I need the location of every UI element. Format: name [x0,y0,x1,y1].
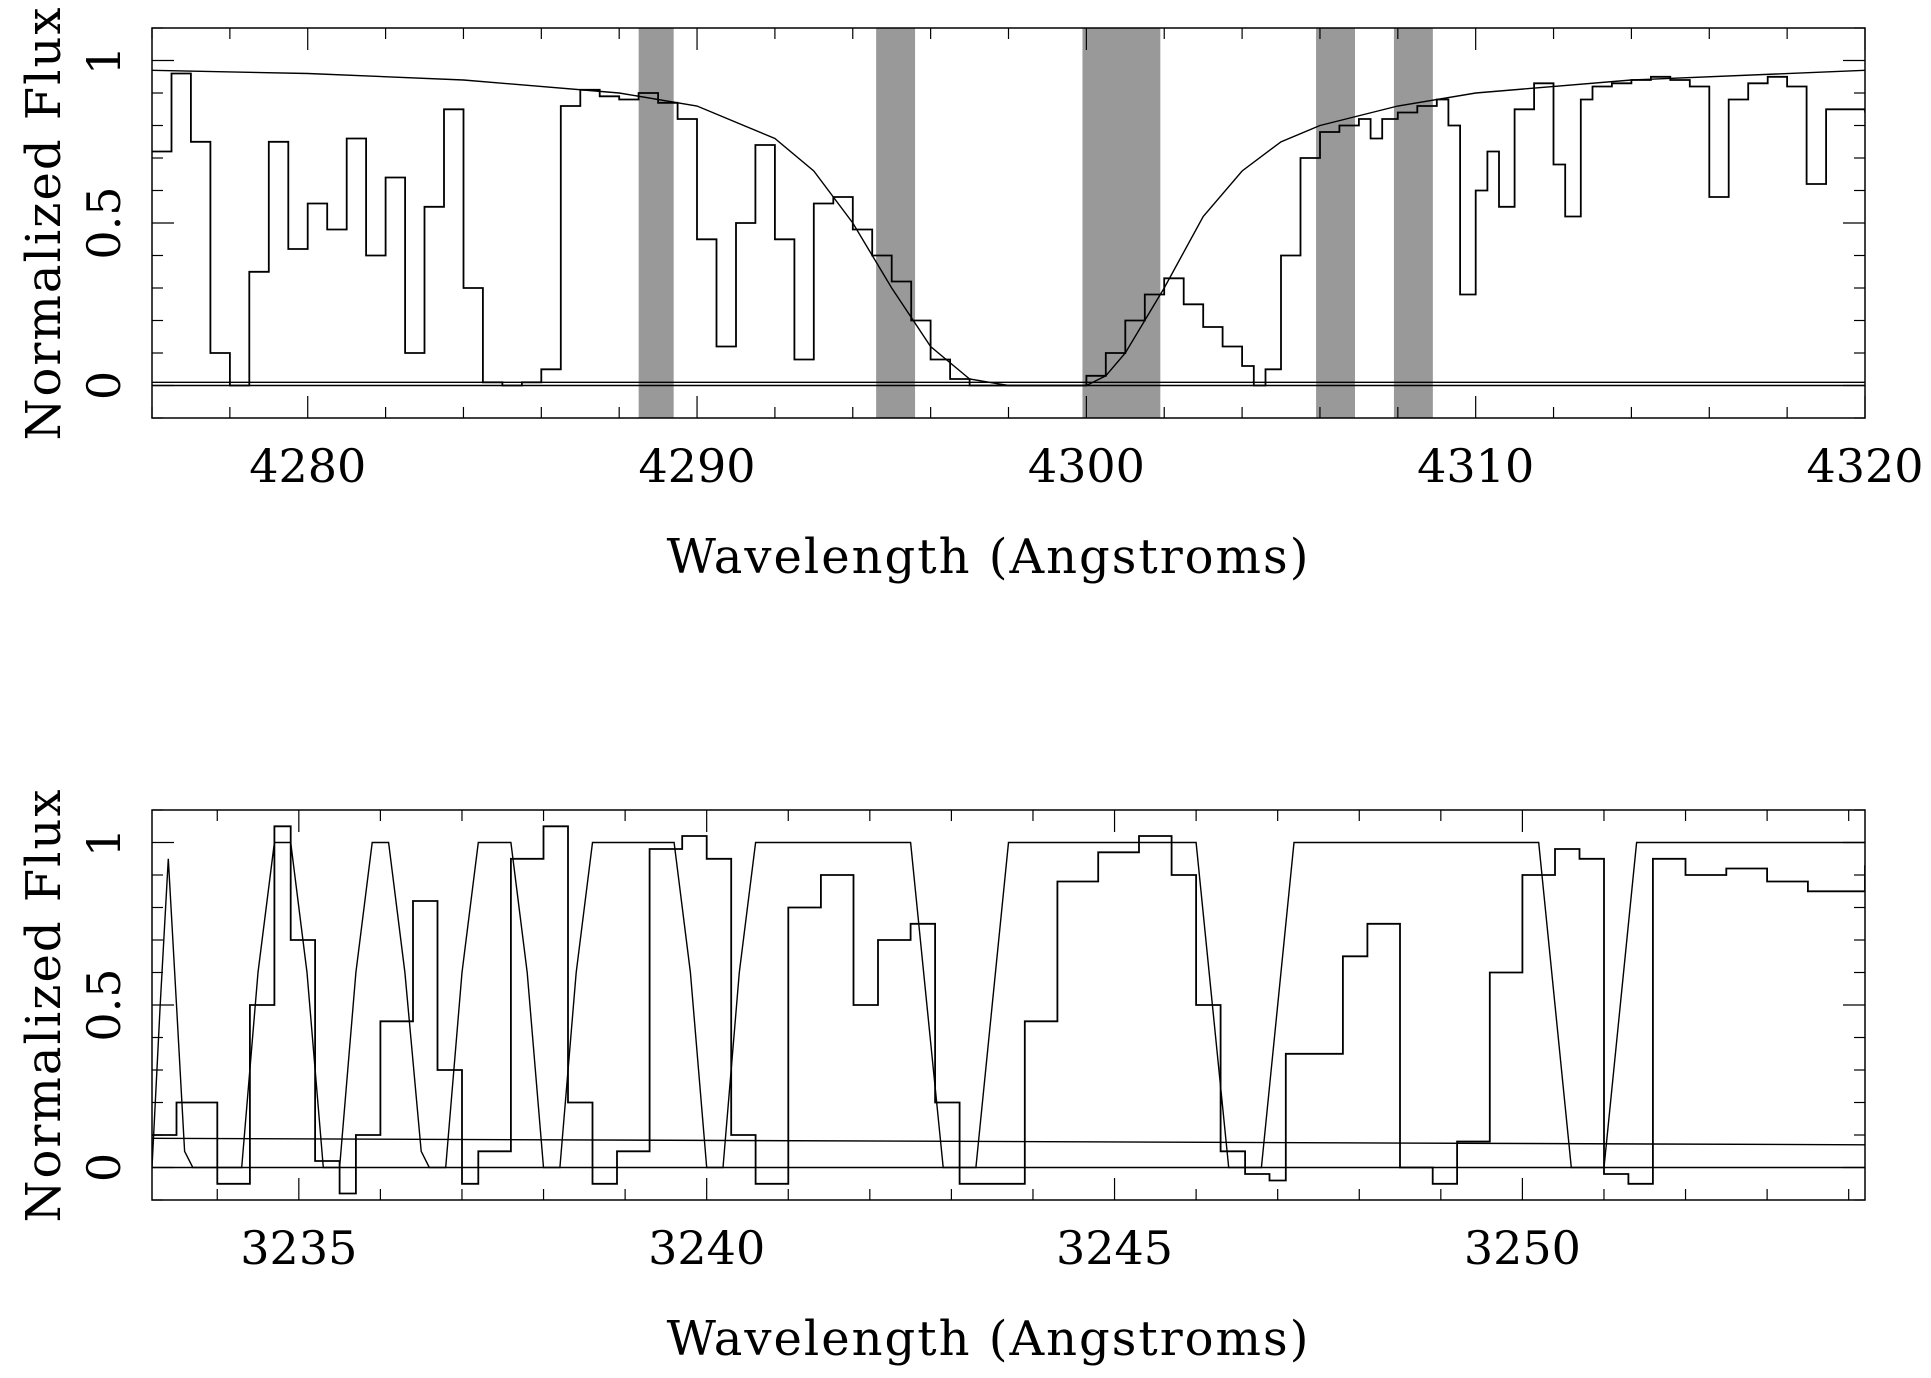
x-tick-label: 4320 [1806,439,1923,493]
series-observed-spectrum [152,825,1865,1195]
series-model-fit [152,69,1865,387]
y-axis-title: Normalized Flux [16,6,72,441]
y-tick-label: 0 [77,371,131,400]
x-tick-label: 4310 [1417,439,1534,493]
x-tick-label: 3245 [1056,1221,1173,1275]
shaded-region-0 [638,28,674,418]
top-spectrum-panel: 4280 4290 4300 4310 4320 0 0.5 1 Wavelength (Ang… [16,6,1924,586]
x-axis-title: Wavelength (Angstroms) [667,529,1311,585]
shaded-region-2 [1082,28,1161,418]
y-tick-label: 1 [77,828,131,857]
series-observed-spectrum [152,72,1865,387]
shaded-region-3 [1316,28,1355,418]
x-tick-label: 4300 [1028,439,1145,493]
series-model-fit [152,841,1865,1169]
x-axis-title: Wavelength (Angstroms) [667,1311,1311,1367]
x-tick-label: 3235 [240,1221,357,1275]
shaded-region-4 [1393,28,1433,418]
series-error-spectrum [152,1137,1865,1146]
y-tick-label: 1 [77,46,131,75]
x-tick-label: 4280 [249,439,366,493]
bottom-spectrum-panel: 3235 3240 3245 3250 0 0.5 1 Wavelength (Angstro… [16,788,1866,1367]
y-tick-label: 0 [77,1153,131,1182]
x-tick-label: 3250 [1464,1221,1581,1275]
x-tick-label: 4290 [639,439,756,493]
x-tick-label: 3240 [648,1221,765,1275]
y-tick-label: 0.5 [77,968,131,1041]
shaded-region-1 [876,28,916,418]
y-axis-title: Normalized Flux [16,788,72,1223]
y-tick-label: 0.5 [77,186,131,259]
